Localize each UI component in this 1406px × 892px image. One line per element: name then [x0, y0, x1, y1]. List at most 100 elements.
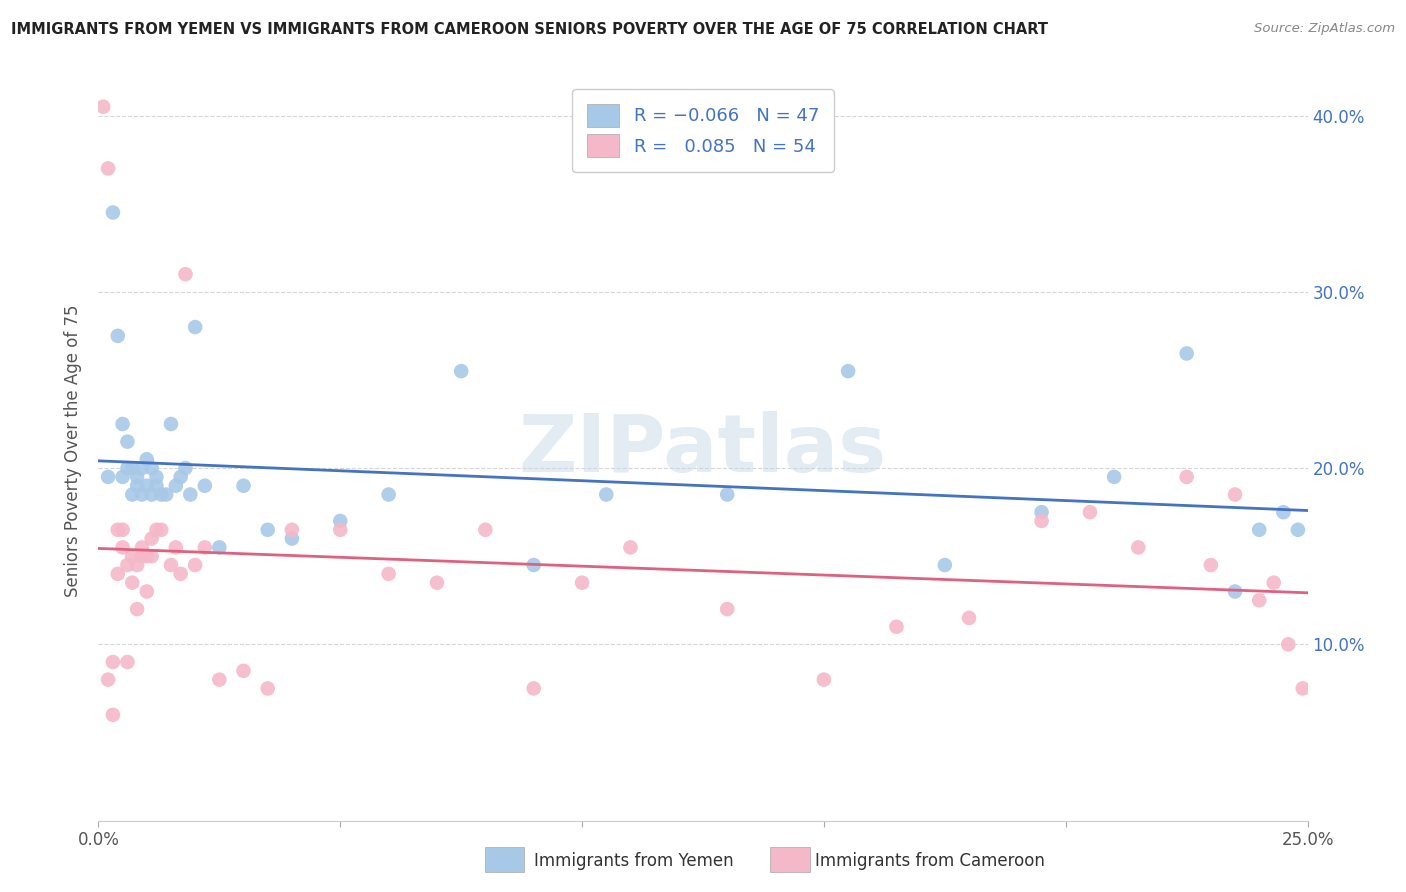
Point: [1263, 575, 1285, 590]
Point: [329, 514, 352, 528]
Point: [160, 558, 183, 572]
Point: [127, 558, 149, 572]
Point: [117, 434, 139, 449]
Point: [150, 523, 173, 537]
Point: [194, 541, 217, 555]
Point: [145, 523, 167, 537]
Point: [145, 470, 167, 484]
Point: [121, 487, 143, 501]
Text: Immigrants from Yemen: Immigrants from Yemen: [534, 852, 734, 870]
Point: [1175, 346, 1198, 360]
Point: [169, 470, 191, 484]
Point: [716, 487, 738, 501]
Point: [165, 541, 187, 555]
Point: [150, 487, 173, 501]
Point: [141, 532, 163, 546]
Point: [117, 558, 139, 572]
Point: [131, 461, 153, 475]
Point: [135, 549, 157, 564]
Point: [179, 487, 201, 501]
Point: [107, 329, 129, 343]
Point: [111, 417, 134, 431]
Point: [131, 549, 153, 564]
Point: [127, 470, 149, 484]
Point: [184, 320, 207, 334]
Point: [1078, 505, 1101, 519]
Point: [111, 541, 134, 555]
Point: [135, 452, 157, 467]
Point: [174, 267, 197, 281]
Point: [107, 523, 129, 537]
Point: [131, 541, 153, 555]
Point: [595, 487, 617, 501]
Point: [571, 575, 593, 590]
Point: [1199, 558, 1222, 572]
Point: [619, 541, 641, 555]
Point: [165, 479, 187, 493]
Point: [117, 655, 139, 669]
Point: [194, 479, 217, 493]
Point: [169, 566, 191, 581]
Point: [1223, 487, 1246, 501]
Point: [523, 681, 546, 696]
Point: [141, 461, 163, 475]
Point: [1128, 541, 1150, 555]
Point: [813, 673, 835, 687]
Point: [208, 673, 231, 687]
Point: [886, 620, 908, 634]
Point: [256, 523, 278, 537]
Point: [127, 479, 149, 493]
Point: [1286, 523, 1309, 537]
Point: [934, 558, 956, 572]
Point: [329, 523, 352, 537]
Y-axis label: Seniors Poverty Over the Age of 75: Seniors Poverty Over the Age of 75: [65, 304, 83, 597]
Legend: R = −0.066   N = 47, R =   0.085   N = 54: R = −0.066 N = 47, R = 0.085 N = 54: [572, 89, 834, 172]
Point: [97, 673, 120, 687]
Point: [474, 523, 496, 537]
Point: [957, 611, 980, 625]
Point: [107, 566, 129, 581]
Point: [101, 707, 124, 722]
Point: [281, 532, 304, 546]
Text: Source: ZipAtlas.com: Source: ZipAtlas.com: [1254, 22, 1395, 36]
Text: ZIPatlas: ZIPatlas: [519, 411, 887, 490]
Point: [281, 523, 304, 537]
Point: [111, 523, 134, 537]
Point: [523, 558, 546, 572]
Point: [174, 461, 197, 475]
Point: [208, 541, 231, 555]
Point: [1277, 637, 1299, 651]
Point: [135, 479, 157, 493]
Point: [141, 549, 163, 564]
Point: [232, 664, 254, 678]
Point: [1272, 505, 1295, 519]
Point: [117, 461, 139, 475]
Point: [1102, 470, 1125, 484]
Point: [256, 681, 278, 696]
Point: [1031, 514, 1053, 528]
Point: [1249, 523, 1271, 537]
Text: Immigrants from Cameroon: Immigrants from Cameroon: [815, 852, 1045, 870]
Point: [377, 566, 399, 581]
Point: [97, 470, 120, 484]
Point: [837, 364, 859, 378]
Point: [127, 602, 149, 616]
Point: [377, 487, 399, 501]
Point: [101, 205, 124, 219]
Point: [1292, 681, 1315, 696]
Point: [101, 655, 124, 669]
Point: [121, 575, 143, 590]
Point: [111, 470, 134, 484]
Point: [1175, 470, 1198, 484]
Text: IMMIGRANTS FROM YEMEN VS IMMIGRANTS FROM CAMEROON SENIORS POVERTY OVER THE AGE O: IMMIGRANTS FROM YEMEN VS IMMIGRANTS FROM…: [11, 22, 1049, 37]
Point: [135, 584, 157, 599]
Point: [232, 479, 254, 493]
Point: [121, 549, 143, 564]
Point: [160, 417, 183, 431]
Point: [1249, 593, 1271, 607]
Point: [155, 487, 177, 501]
Point: [426, 575, 449, 590]
Point: [450, 364, 472, 378]
Point: [91, 100, 114, 114]
Point: [145, 479, 167, 493]
